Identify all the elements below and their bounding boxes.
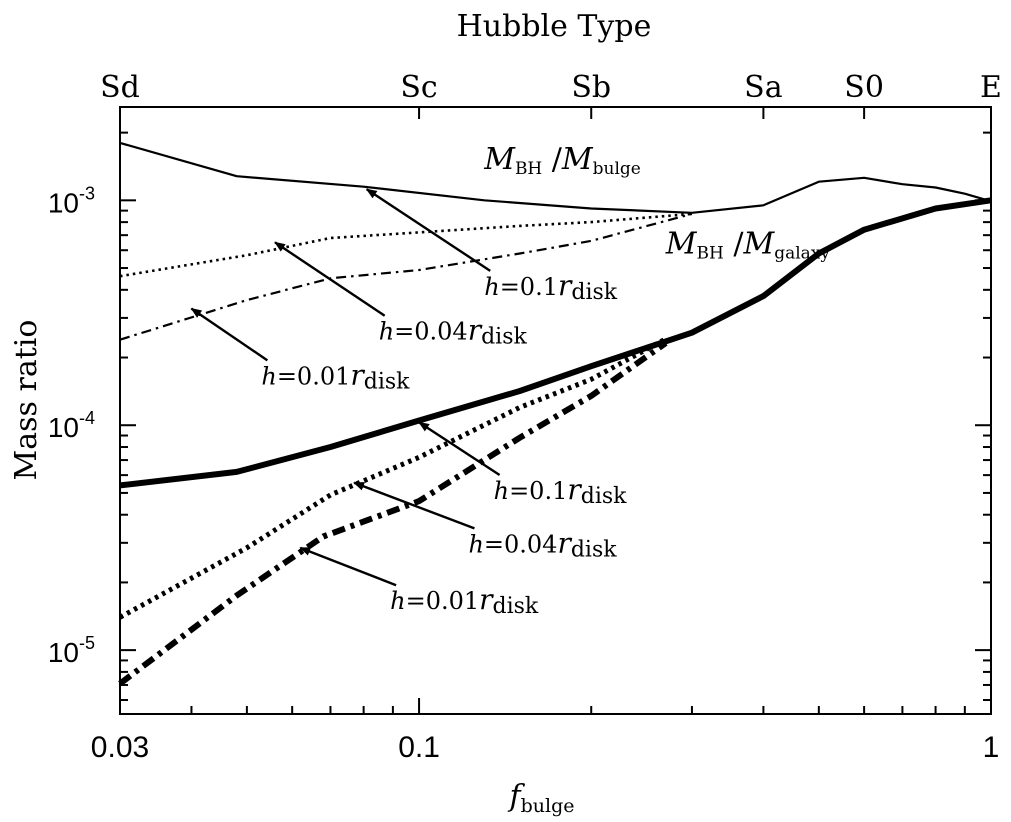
annotation-label-h: h <box>261 362 276 390</box>
series-line-galaxy-h010 <box>119 197 992 489</box>
plot-frame <box>119 106 992 715</box>
curve-label-m2: M <box>561 142 594 177</box>
curve-label-m: M <box>665 227 698 262</box>
series-line-galaxy-h001 <box>118 340 668 686</box>
annotation-arrow-bulge-h001 <box>190 307 269 362</box>
annotation-label-sub: disk <box>364 369 410 394</box>
x-tick-label: 0.03 <box>91 731 149 764</box>
annotation-label-r: r <box>558 269 573 302</box>
annotation-label-sub: disk <box>493 594 539 619</box>
annotation-label-sub: disk <box>581 484 627 509</box>
curve-label-sub: BH <box>696 244 723 264</box>
annotation-label-sub: disk <box>571 280 617 305</box>
annotation-group: h=0.1rdiskh=0.04rdiskh=0.01rdiskh=0.1rdi… <box>190 188 628 619</box>
y-tick-label: 10-4 <box>48 408 95 443</box>
annotation-label-sub: disk <box>481 325 527 350</box>
annotation-label-r: r <box>479 583 494 616</box>
annotation-label-bulge-h004: h=0.04rdisk <box>379 314 528 350</box>
annotation-label-value: =0.01 <box>277 362 351 390</box>
curve-label-sep: / <box>542 142 563 177</box>
y-tick-label-exp: -5 <box>79 633 95 653</box>
series-line-bulge-h004 <box>119 212 693 278</box>
annotation-label-bulge-h001: h=0.01rdisk <box>261 358 410 394</box>
y-tick-label-base: 10 <box>48 637 79 668</box>
annotation-label-value: =0.1 <box>509 477 567 505</box>
annotation-label-galaxy-h001: h=0.01rdisk <box>390 583 539 619</box>
curve-label-label-bulge: MBH /Mbulge <box>483 142 641 179</box>
x-tick-label: 1 <box>983 731 1000 764</box>
curve-label-m2: M <box>742 227 775 262</box>
top-tick-label: S0 <box>844 70 884 105</box>
top-axis-ticks: Sd Sc Sb Sa S0 E <box>100 70 1002 119</box>
annotation-label-h: h <box>484 273 499 301</box>
x-tick-label: 0.1 <box>398 731 440 764</box>
annotation-label-r: r <box>567 473 582 506</box>
annotation-label-galaxy-h004: h=0.04rdisk <box>468 526 617 562</box>
curve-label-sub2: bulge <box>593 159 641 179</box>
y-tick-label-base: 10 <box>48 187 79 218</box>
annotation-label-h: h <box>494 477 509 505</box>
x-axis-label: fbulge <box>508 779 575 817</box>
x-axis-ticks: 0.03 0.1 1 <box>91 698 1000 764</box>
curve-label-label-galaxy: MBH /Mgalaxy <box>665 227 831 264</box>
y-tick-label-exp: -4 <box>79 408 95 428</box>
top-axis-title: Hubble Type <box>457 9 652 44</box>
annotation-arrow-bulge-h004 <box>274 241 386 317</box>
top-tick-label: E <box>980 70 1002 105</box>
y-tick-label: 10-3 <box>48 183 95 218</box>
x-axis-label-sub: bulge <box>521 795 575 817</box>
annotation-label-r: r <box>557 526 572 559</box>
curve-label-m: M <box>483 142 516 177</box>
y-tick-label: 10-5 <box>48 633 95 668</box>
annotation-label-r: r <box>350 358 365 391</box>
annotation-label-r: r <box>468 314 483 347</box>
series-line-bulge-h010 <box>119 141 992 214</box>
annotation-label-h: h <box>390 587 405 615</box>
top-tick-label: Sa <box>744 70 783 105</box>
top-tick-label: Sd <box>100 70 140 105</box>
top-tick-label: Sb <box>571 70 611 105</box>
annotation-arrow-bulge-h010 <box>365 188 491 272</box>
annotation-label-sub: disk <box>571 537 617 562</box>
annotation-arrow-galaxy-h004 <box>353 481 475 530</box>
curve-label-sub2: galaxy <box>774 244 830 264</box>
annotation-label-value: =0.04 <box>394 318 468 346</box>
annotation-label-bulge-h010: h=0.1rdisk <box>484 269 618 305</box>
annotation-arrow-galaxy-h010 <box>418 421 501 476</box>
y-axis-label: Mass ratio <box>9 320 44 481</box>
y-tick-label-base: 10 <box>48 412 79 443</box>
curve-label-sub: BH <box>515 159 542 179</box>
y-tick-label-exp: -3 <box>79 183 95 203</box>
series-group <box>118 141 992 686</box>
series-line-galaxy-h004 <box>118 336 667 620</box>
annotation-arrow-galaxy-h001 <box>299 546 397 587</box>
annotation-label-h: h <box>379 318 394 346</box>
y-axis-ticks: 10-510-410-3 <box>48 131 991 702</box>
series-line-bulge-h001 <box>119 212 693 341</box>
annotation-label-value: =0.01 <box>406 587 480 615</box>
curve-label-sep: / <box>724 227 745 262</box>
annotation-label-value: =0.1 <box>500 273 558 301</box>
annotation-label-galaxy-h010: h=0.1rdisk <box>494 473 628 509</box>
top-tick-label: Sc <box>400 70 437 105</box>
annotation-label-value: =0.04 <box>484 530 558 558</box>
annotation-label-h: h <box>468 530 483 558</box>
